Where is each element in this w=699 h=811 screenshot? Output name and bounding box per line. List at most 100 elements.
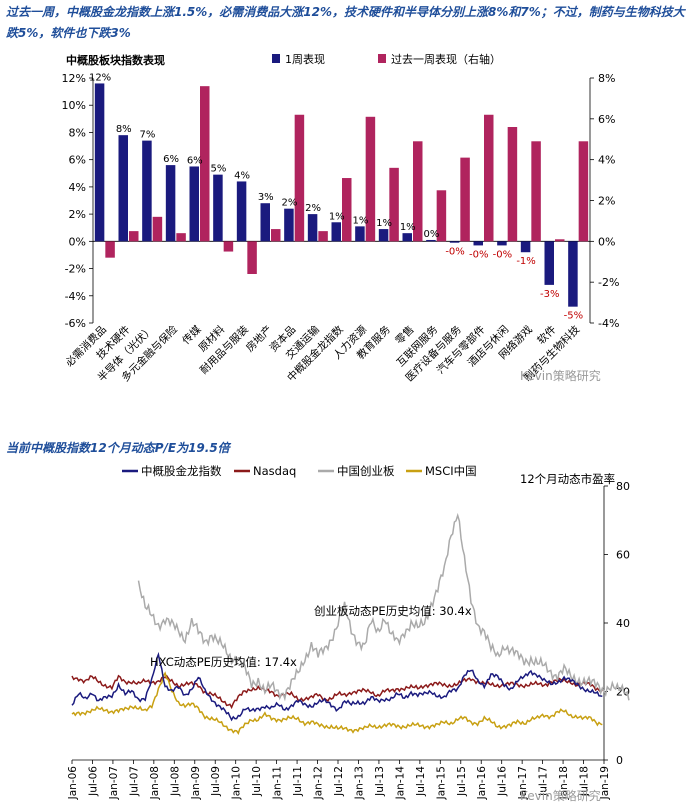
- x-tick-label: Jul-10: [251, 766, 263, 797]
- left-tick-label: 4%: [69, 181, 86, 194]
- bar-past-week: [555, 239, 565, 242]
- bar-past-week: [436, 190, 447, 242]
- x-tick-label: Jul-07: [128, 766, 140, 797]
- data-label-1week: 6%: [163, 154, 179, 165]
- x-tick-label: Jul-18: [579, 766, 591, 797]
- legend-label-1week: 1周表现: [285, 52, 325, 66]
- data-label-1week: -0%: [445, 247, 464, 258]
- chart2-caption: 当前中概股指数12个月动态P/E为19.5倍: [6, 441, 230, 455]
- legend-label: MSCI中国: [425, 464, 477, 478]
- x-tick-label: Jul-15: [456, 766, 468, 797]
- x-tick-label: Jul-17: [538, 766, 550, 797]
- data-label-1week: 2%: [305, 203, 321, 214]
- bar-past-week: [271, 229, 281, 242]
- bar-1week: [165, 165, 176, 242]
- right-tick-label: 0%: [598, 235, 615, 248]
- bar-1week: [520, 241, 531, 253]
- bar-past-week: [578, 141, 589, 242]
- watermark: Kevin策略研究: [520, 788, 601, 803]
- data-label-1week: -0%: [469, 249, 488, 260]
- bar-1week: [568, 241, 578, 307]
- bar-1week: [118, 135, 128, 242]
- right-tick-label: 6%: [598, 113, 615, 126]
- data-label-1week: 6%: [187, 155, 203, 166]
- x-tick-label: Jul-06: [87, 766, 99, 797]
- right-tick-label: 40: [616, 617, 630, 630]
- x-tick-label: Jul-09: [210, 766, 222, 797]
- x-tick-label: Jan-14: [394, 766, 406, 801]
- sector-performance-chart: 中概股板块指数表现 1周表现 过去一周表现（右轴）12%10%8%6%4%2%0%-…: [62, 52, 620, 384]
- data-label-1week: 5%: [210, 164, 226, 175]
- x-tick-label: Jan-16: [476, 766, 488, 801]
- x-tick-label: Jan-07: [108, 766, 120, 800]
- legend-label: 中概股金龙指数: [141, 464, 222, 478]
- x-tick-label: Jul-08: [169, 766, 181, 797]
- right-tick-label: 0: [616, 754, 623, 767]
- data-label-1week: 3%: [258, 192, 274, 203]
- right-tick-label: 8%: [598, 72, 615, 85]
- data-label-1week: -3%: [540, 289, 559, 300]
- bar-past-week: [413, 141, 423, 242]
- legend-label: Nasdaq: [253, 464, 296, 478]
- series-line: [71, 651, 603, 722]
- right-tick-label: 20: [616, 686, 630, 699]
- x-tick-label: Jan-12: [313, 766, 325, 800]
- data-label-1week: 8%: [116, 124, 132, 135]
- right-tick-label: -4%: [598, 317, 619, 330]
- bar-past-week: [176, 233, 186, 242]
- left-tick-label: 12%: [62, 72, 86, 85]
- x-tick-label: Jul-14: [415, 766, 427, 797]
- bar-past-week: [484, 114, 494, 242]
- bar-past-week: [247, 241, 257, 274]
- bar-1week: [189, 166, 199, 242]
- data-label-1week: 1%: [376, 218, 392, 229]
- bar-1week: [331, 222, 341, 242]
- right-tick-label: 60: [616, 549, 630, 562]
- x-tick-label: Jan-11: [272, 766, 284, 800]
- x-tick-label: Jan-18: [558, 766, 570, 800]
- bar-past-week: [294, 114, 305, 242]
- bar-1week: [378, 229, 389, 242]
- data-label-1week: 1%: [400, 222, 416, 233]
- bar-1week: [213, 174, 223, 242]
- left-tick-label: 8%: [69, 126, 86, 139]
- x-tick-label: Jan-10: [231, 766, 243, 800]
- x-tick-label: Jan-06: [67, 766, 79, 801]
- left-tick-label: -2%: [65, 263, 86, 276]
- bar-1week: [94, 83, 105, 242]
- left-tick-label: 2%: [69, 208, 86, 221]
- bar-past-week: [200, 86, 210, 242]
- data-label-1week: -1%: [516, 256, 535, 267]
- data-label-1week: 0%: [423, 229, 439, 240]
- bar-1week: [307, 214, 318, 242]
- bar-past-week: [531, 141, 541, 242]
- x-tick-label: Jan-17: [517, 766, 529, 800]
- x-tick-label: Jan-15: [435, 766, 447, 800]
- legend-swatch-past-week: [378, 54, 386, 63]
- right-tick-label: 80: [616, 480, 630, 493]
- left-tick-label: 6%: [69, 154, 86, 167]
- bar-1week: [544, 241, 554, 285]
- bar-1week: [142, 140, 152, 242]
- bar-past-week: [389, 167, 399, 242]
- x-tick-label: Jul-11: [292, 766, 304, 797]
- left-tick-label: -4%: [65, 290, 86, 303]
- right-tick-label: 4%: [598, 154, 615, 167]
- watermark: Kevin策略研究: [520, 368, 601, 383]
- right-tick-label: -2%: [598, 276, 619, 289]
- data-label-1week: 12%: [89, 72, 111, 83]
- bar-1week: [284, 208, 294, 242]
- annotation-chinext-avg: 创业板动态PE历史均值: 30.4x: [314, 604, 472, 618]
- data-label-1week: 7%: [139, 130, 155, 141]
- left-tick-label: 10%: [62, 99, 86, 112]
- bar-1week: [497, 241, 507, 246]
- bar-past-week: [460, 157, 470, 242]
- x-tick-label: Jul-16: [497, 766, 509, 797]
- bar-1week: [426, 239, 436, 242]
- annotation-hxc-avg: HXC动态PE历史均值: 17.4x: [150, 655, 297, 669]
- bar-past-week: [105, 241, 115, 258]
- bar-1week: [402, 233, 412, 242]
- chart1-title: 中概股板块指数表现: [66, 53, 165, 67]
- x-tick-label: Jan-19: [599, 766, 611, 800]
